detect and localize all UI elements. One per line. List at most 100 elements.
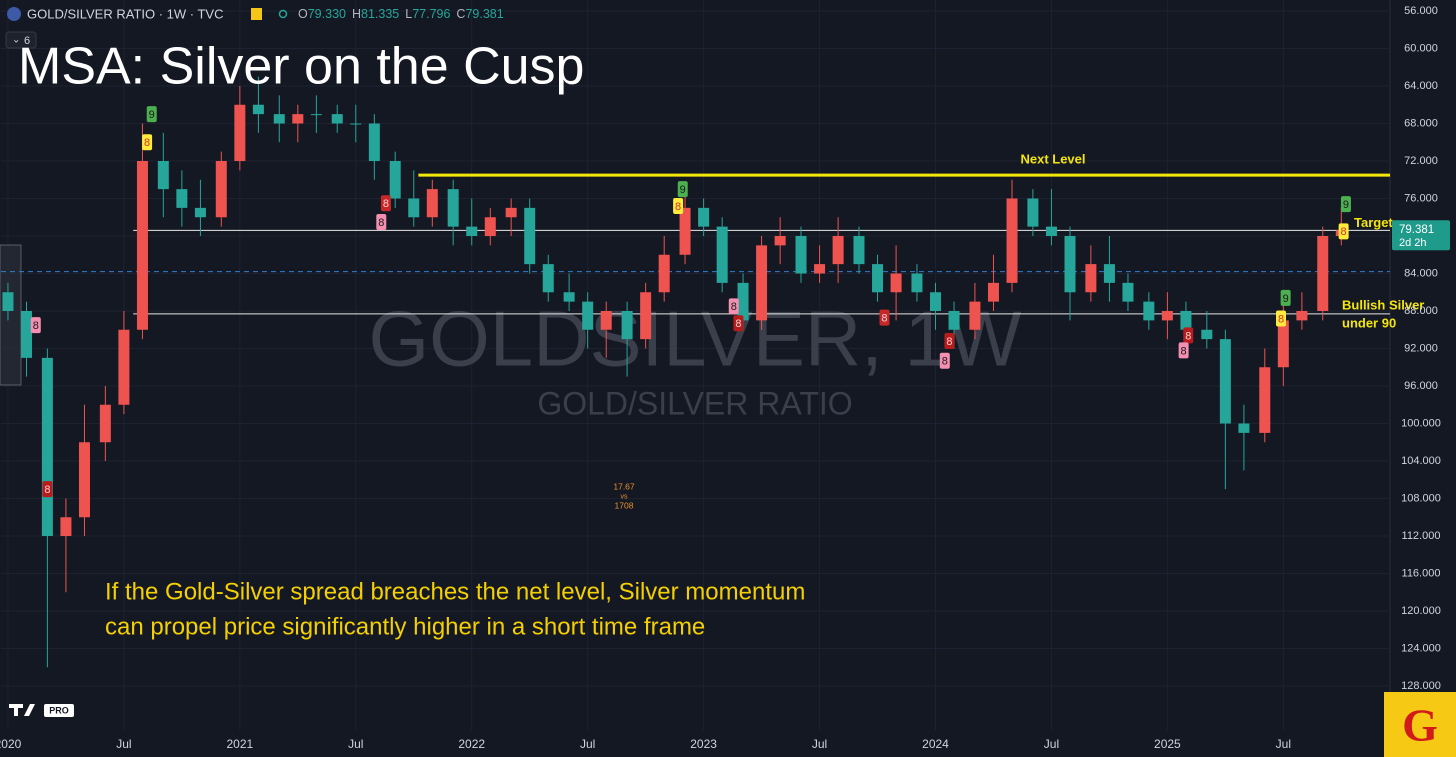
- candle-body: [1045, 226, 1057, 236]
- candle-body: [640, 292, 652, 340]
- x-tick-label: Jul: [348, 737, 363, 751]
- candle-body: [853, 236, 865, 265]
- x-tick-label: Jul: [116, 737, 131, 751]
- y-tick-label: 124.000: [1401, 642, 1441, 654]
- candle-body: [1296, 311, 1308, 321]
- status-dot: [278, 9, 288, 19]
- annotation-text: can propel price significantly higher in…: [105, 613, 705, 640]
- td-label: 8: [1185, 330, 1191, 342]
- interval-badge: 6: [24, 35, 30, 47]
- watermark-symbol: GOLDSILVER, 1W: [368, 295, 1021, 383]
- td-marker: [1338, 223, 1349, 240]
- td-label: 8: [1181, 345, 1187, 357]
- small-note: vs: [621, 493, 629, 500]
- pro-badge: [44, 704, 74, 717]
- td-marker: [142, 134, 153, 151]
- candle-body: [505, 207, 517, 218]
- candle-body: [447, 189, 459, 227]
- candle-body: [1143, 301, 1155, 321]
- candle-body: [176, 189, 188, 208]
- candle-body: [157, 161, 169, 190]
- candle-body: [814, 264, 826, 274]
- candle-body: [350, 123, 362, 125]
- y-tick-label: 88.000: [1404, 305, 1438, 317]
- candle-body: [118, 329, 130, 405]
- tv-mark: [9, 704, 35, 716]
- candle-body: [621, 311, 633, 340]
- logo-bg: [1384, 692, 1456, 757]
- candle-body: [1085, 264, 1097, 293]
- td-marker: [1280, 289, 1291, 306]
- td-marker: [673, 198, 684, 214]
- candle-body: [737, 282, 749, 321]
- flag-icon: [7, 7, 21, 21]
- grid: [1, 0, 1390, 730]
- y-tick-label: 60.000: [1404, 42, 1438, 54]
- candle-body: [1219, 339, 1231, 424]
- brand-logo: G: [1384, 692, 1456, 757]
- candle-body: [1317, 236, 1329, 311]
- candle-body: [524, 207, 536, 265]
- price-tag-countdown: 2d 2h: [1399, 237, 1427, 249]
- candle-body: [484, 217, 496, 236]
- price-tag: [1392, 220, 1450, 251]
- logo-letter: G: [1402, 700, 1438, 751]
- chevron: ⌄: [12, 35, 20, 46]
- td-label: 8: [731, 301, 737, 313]
- candle-body: [78, 442, 90, 518]
- td-marker: [42, 481, 53, 498]
- y-tick-label: 64.000: [1404, 80, 1438, 92]
- td-label: 8: [675, 201, 681, 213]
- td-marker: [376, 213, 387, 230]
- level-label: Bullish Silver: [1342, 297, 1424, 312]
- td-marker: [939, 352, 950, 369]
- chart-title: MSA: Silver on the Cusp: [18, 38, 584, 96]
- candle-body: [426, 189, 438, 218]
- candle-body: [41, 357, 53, 536]
- candle-body: [930, 292, 942, 311]
- price-tag-label: 79.381: [1399, 224, 1434, 236]
- candle-body: [1103, 264, 1115, 283]
- td-marker: [1183, 327, 1194, 344]
- candle-body: [368, 123, 380, 161]
- td-marker: [677, 181, 688, 198]
- candle-body: [795, 236, 807, 274]
- watermark: GOLDSILVER, 1W GOLD/SILVER RATIO: [368, 295, 1021, 422]
- candle-body: [698, 207, 710, 227]
- header: GOLD/SILVER RATIO · 1W · TVC O79.330 H81.…: [5, 6, 504, 49]
- y-tick-label: 96.000: [1404, 380, 1438, 392]
- candle-body: [215, 161, 227, 218]
- candle-body: [273, 114, 285, 124]
- td-marker: [380, 195, 391, 212]
- candle-body: [872, 264, 884, 293]
- candle-body: [408, 198, 420, 218]
- td-label: 8: [881, 312, 887, 324]
- ohlc-value: 81.335: [361, 7, 399, 21]
- td-marker: [1178, 342, 1189, 359]
- tv-logo: PRO: [9, 704, 74, 717]
- level-label: under 90: [1342, 315, 1396, 330]
- candle-body: [310, 114, 322, 116]
- td-label: 9: [1343, 199, 1349, 211]
- small-note: 1708: [615, 500, 634, 510]
- candle-body: [890, 273, 902, 293]
- badge[interactable]: [5, 31, 37, 49]
- td-label: 8: [144, 137, 150, 149]
- candle-body: [194, 207, 206, 218]
- y-tick-label: 56.000: [1404, 5, 1438, 17]
- td-label: 8: [1341, 226, 1347, 238]
- candle-body: [136, 161, 148, 330]
- plot: 9 8 8 8 8 8 9 8 8 8 8 8 8 8 8 9 8 9 8: [1, 76, 1390, 668]
- pro-label: PRO: [49, 705, 69, 715]
- td-label: 8: [946, 336, 952, 348]
- candle-body: [679, 207, 691, 255]
- y-tick-label: 112.000: [1402, 530, 1441, 542]
- x-tick-label: 2025: [1154, 737, 1181, 751]
- x-tick-label: 2023: [690, 737, 717, 751]
- candle-body: [99, 404, 111, 443]
- td-label: 8: [44, 484, 50, 496]
- candle-body: [987, 282, 999, 302]
- y-tick-label: 92.000: [1404, 342, 1438, 354]
